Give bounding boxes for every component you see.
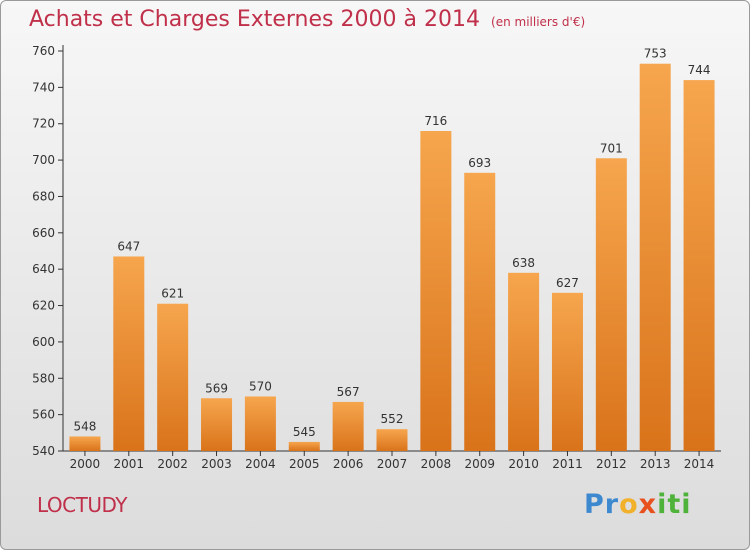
y-tick-label: 760 bbox=[32, 44, 55, 58]
bar-2007 bbox=[376, 429, 408, 451]
value-label-2013: 753 bbox=[644, 47, 667, 61]
x-tick-label-2001: 2001 bbox=[114, 457, 145, 471]
value-label-2005: 545 bbox=[293, 425, 316, 439]
value-label-2011: 627 bbox=[556, 276, 579, 290]
y-tick-label: 540 bbox=[32, 444, 55, 458]
value-label-2009: 693 bbox=[468, 156, 491, 170]
value-label-2007: 552 bbox=[381, 412, 404, 426]
bar-2003 bbox=[201, 398, 233, 451]
title-text: Achats et Charges Externes 2000 à 2014 bbox=[29, 7, 480, 32]
commune-name: LOCTUDY bbox=[37, 493, 128, 517]
proxiti-logo: Proxiti bbox=[584, 489, 692, 520]
bar-2014 bbox=[683, 80, 715, 451]
value-label-2010: 638 bbox=[512, 256, 535, 270]
bar-2000 bbox=[69, 436, 101, 451]
value-label-2008: 716 bbox=[424, 114, 447, 128]
value-label-2000: 548 bbox=[73, 419, 96, 433]
bar-2011 bbox=[551, 292, 583, 451]
y-tick-label: 700 bbox=[32, 153, 55, 167]
unit-note: (en milliers d'€) bbox=[491, 15, 586, 29]
y-tick-label: 580 bbox=[32, 371, 55, 385]
y-tick-label: 560 bbox=[32, 408, 55, 422]
value-label-2006: 567 bbox=[337, 385, 360, 399]
x-tick-label-2013: 2013 bbox=[640, 457, 671, 471]
chart-title: Achats et Charges Externes 2000 à 2014 (… bbox=[29, 7, 585, 32]
y-tick-label: 640 bbox=[32, 262, 55, 276]
value-label-2003: 569 bbox=[205, 381, 228, 395]
value-label-2014: 744 bbox=[688, 63, 711, 77]
bar-2010 bbox=[508, 272, 540, 451]
bar-2006 bbox=[332, 401, 364, 451]
y-tick-label: 600 bbox=[32, 335, 55, 349]
y-tick-label: 740 bbox=[32, 80, 55, 94]
x-tick-label-2004: 2004 bbox=[245, 457, 276, 471]
value-label-2012: 701 bbox=[600, 141, 623, 155]
x-tick-label-2005: 2005 bbox=[289, 457, 320, 471]
bar-2009 bbox=[464, 172, 496, 451]
x-tick-label-2002: 2002 bbox=[157, 457, 188, 471]
y-tick-label: 680 bbox=[32, 189, 55, 203]
x-tick-label-2000: 2000 bbox=[70, 457, 101, 471]
bar-2013 bbox=[639, 63, 671, 452]
x-tick-label-2010: 2010 bbox=[508, 457, 539, 471]
y-tick-label: 660 bbox=[32, 226, 55, 240]
bar-2005 bbox=[288, 441, 320, 451]
bar-2002 bbox=[157, 303, 189, 451]
x-tick-label-2003: 2003 bbox=[201, 457, 232, 471]
value-label-2004: 570 bbox=[249, 379, 272, 393]
x-tick-label-2009: 2009 bbox=[464, 457, 495, 471]
x-tick-label-2011: 2011 bbox=[552, 457, 583, 471]
bar-2012 bbox=[595, 158, 627, 452]
bar-2004 bbox=[244, 396, 276, 451]
y-tick-label: 720 bbox=[32, 117, 55, 131]
value-label-2001: 647 bbox=[117, 239, 140, 253]
value-label-2002: 621 bbox=[161, 287, 184, 301]
x-tick-label-2006: 2006 bbox=[333, 457, 364, 471]
bar-2008 bbox=[420, 131, 452, 451]
x-tick-label-2008: 2008 bbox=[421, 457, 452, 471]
x-tick-label-2007: 2007 bbox=[377, 457, 408, 471]
bar-2001 bbox=[113, 256, 145, 451]
x-tick-label-2014: 2014 bbox=[684, 457, 715, 471]
x-tick-label-2012: 2012 bbox=[596, 457, 627, 471]
y-tick-label: 620 bbox=[32, 299, 55, 313]
